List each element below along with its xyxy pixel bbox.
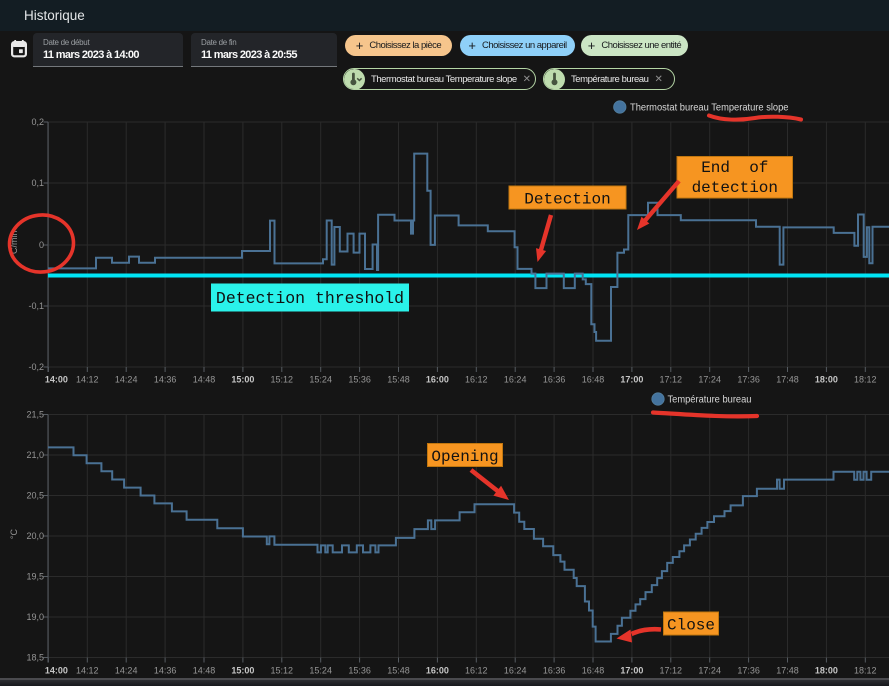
svg-text:16:36: 16:36 [543, 666, 566, 676]
svg-text:15:00: 15:00 [231, 666, 254, 676]
svg-text:17:12: 17:12 [660, 375, 683, 385]
svg-text:16:24: 16:24 [504, 375, 527, 385]
svg-text:14:24: 14:24 [115, 375, 138, 385]
svg-text:15:36: 15:36 [348, 375, 371, 385]
svg-text:17:12: 17:12 [660, 666, 683, 676]
svg-text:16:48: 16:48 [582, 666, 605, 676]
svg-text:20,5: 20,5 [26, 491, 44, 501]
svg-text:18,5: 18,5 [26, 653, 44, 663]
svg-text:15:24: 15:24 [309, 666, 332, 676]
svg-text:16:36: 16:36 [543, 375, 566, 385]
svg-text:20,0: 20,0 [26, 531, 44, 541]
svg-text:16:24: 16:24 [504, 666, 527, 676]
svg-text:17:00: 17:00 [620, 375, 643, 385]
svg-text:-0,1: -0,1 [28, 301, 44, 311]
svg-text:14:00: 14:00 [45, 666, 68, 676]
svg-text:14:48: 14:48 [193, 375, 216, 385]
svg-text:21,5: 21,5 [26, 410, 44, 420]
svg-text:17:24: 17:24 [698, 666, 721, 676]
svg-text:Close: Close [667, 617, 715, 635]
svg-text:-0,2: -0,2 [28, 362, 44, 372]
svg-text:21,0: 21,0 [26, 450, 44, 460]
svg-text:15:24: 15:24 [309, 375, 332, 385]
svg-text:°C/min: °C/min [9, 230, 19, 257]
svg-text:16:12: 16:12 [465, 666, 488, 676]
svg-text:17:36: 17:36 [737, 375, 760, 385]
svg-text:16:12: 16:12 [465, 375, 488, 385]
svg-text:17:48: 17:48 [776, 666, 799, 676]
svg-text:18:12: 18:12 [854, 666, 877, 676]
svg-text:°C: °C [9, 528, 19, 539]
svg-text:14:00: 14:00 [45, 375, 68, 385]
svg-text:16:48: 16:48 [582, 375, 605, 385]
svg-text:0,1: 0,1 [31, 178, 44, 188]
svg-text:17:36: 17:36 [737, 666, 760, 676]
svg-text:16:00: 16:00 [426, 666, 449, 676]
svg-text:14:36: 14:36 [154, 375, 177, 385]
svg-text:14:12: 14:12 [76, 666, 99, 676]
svg-text:18:12: 18:12 [854, 375, 877, 385]
svg-text:14:36: 14:36 [154, 666, 177, 676]
svg-text:15:12: 15:12 [271, 666, 294, 676]
svg-text:17:00: 17:00 [620, 666, 643, 676]
svg-text:16:00: 16:00 [426, 375, 449, 385]
svg-text:0,2: 0,2 [31, 117, 44, 127]
svg-text:Detection threshold: Detection threshold [216, 289, 404, 308]
svg-text:14:24: 14:24 [115, 666, 138, 676]
svg-text:15:00: 15:00 [231, 375, 254, 385]
svg-text:18:00: 18:00 [815, 666, 838, 676]
svg-text:19,5: 19,5 [26, 572, 44, 582]
svg-text:Detection: Detection [524, 191, 610, 209]
svg-text:15:48: 15:48 [387, 375, 410, 385]
svg-text:Thermostat bureau Temperature: Thermostat bureau Temperature slope [630, 102, 789, 114]
svg-text:15:48: 15:48 [387, 666, 410, 676]
svg-text:14:48: 14:48 [193, 666, 216, 676]
svg-text:17:48: 17:48 [776, 375, 799, 385]
svg-text:detection: detection [692, 179, 778, 197]
svg-text:15:12: 15:12 [271, 375, 294, 385]
svg-text:Opening: Opening [431, 448, 498, 466]
svg-text:19,0: 19,0 [26, 612, 44, 622]
svg-text:15:36: 15:36 [348, 666, 371, 676]
svg-text:18:00: 18:00 [815, 375, 838, 385]
svg-text:17:24: 17:24 [698, 375, 721, 385]
svg-text:Température bureau: Température bureau [668, 394, 752, 406]
svg-text:0: 0 [39, 240, 44, 250]
svg-text:End of: End of [701, 159, 768, 177]
svg-text:14:12: 14:12 [76, 375, 99, 385]
